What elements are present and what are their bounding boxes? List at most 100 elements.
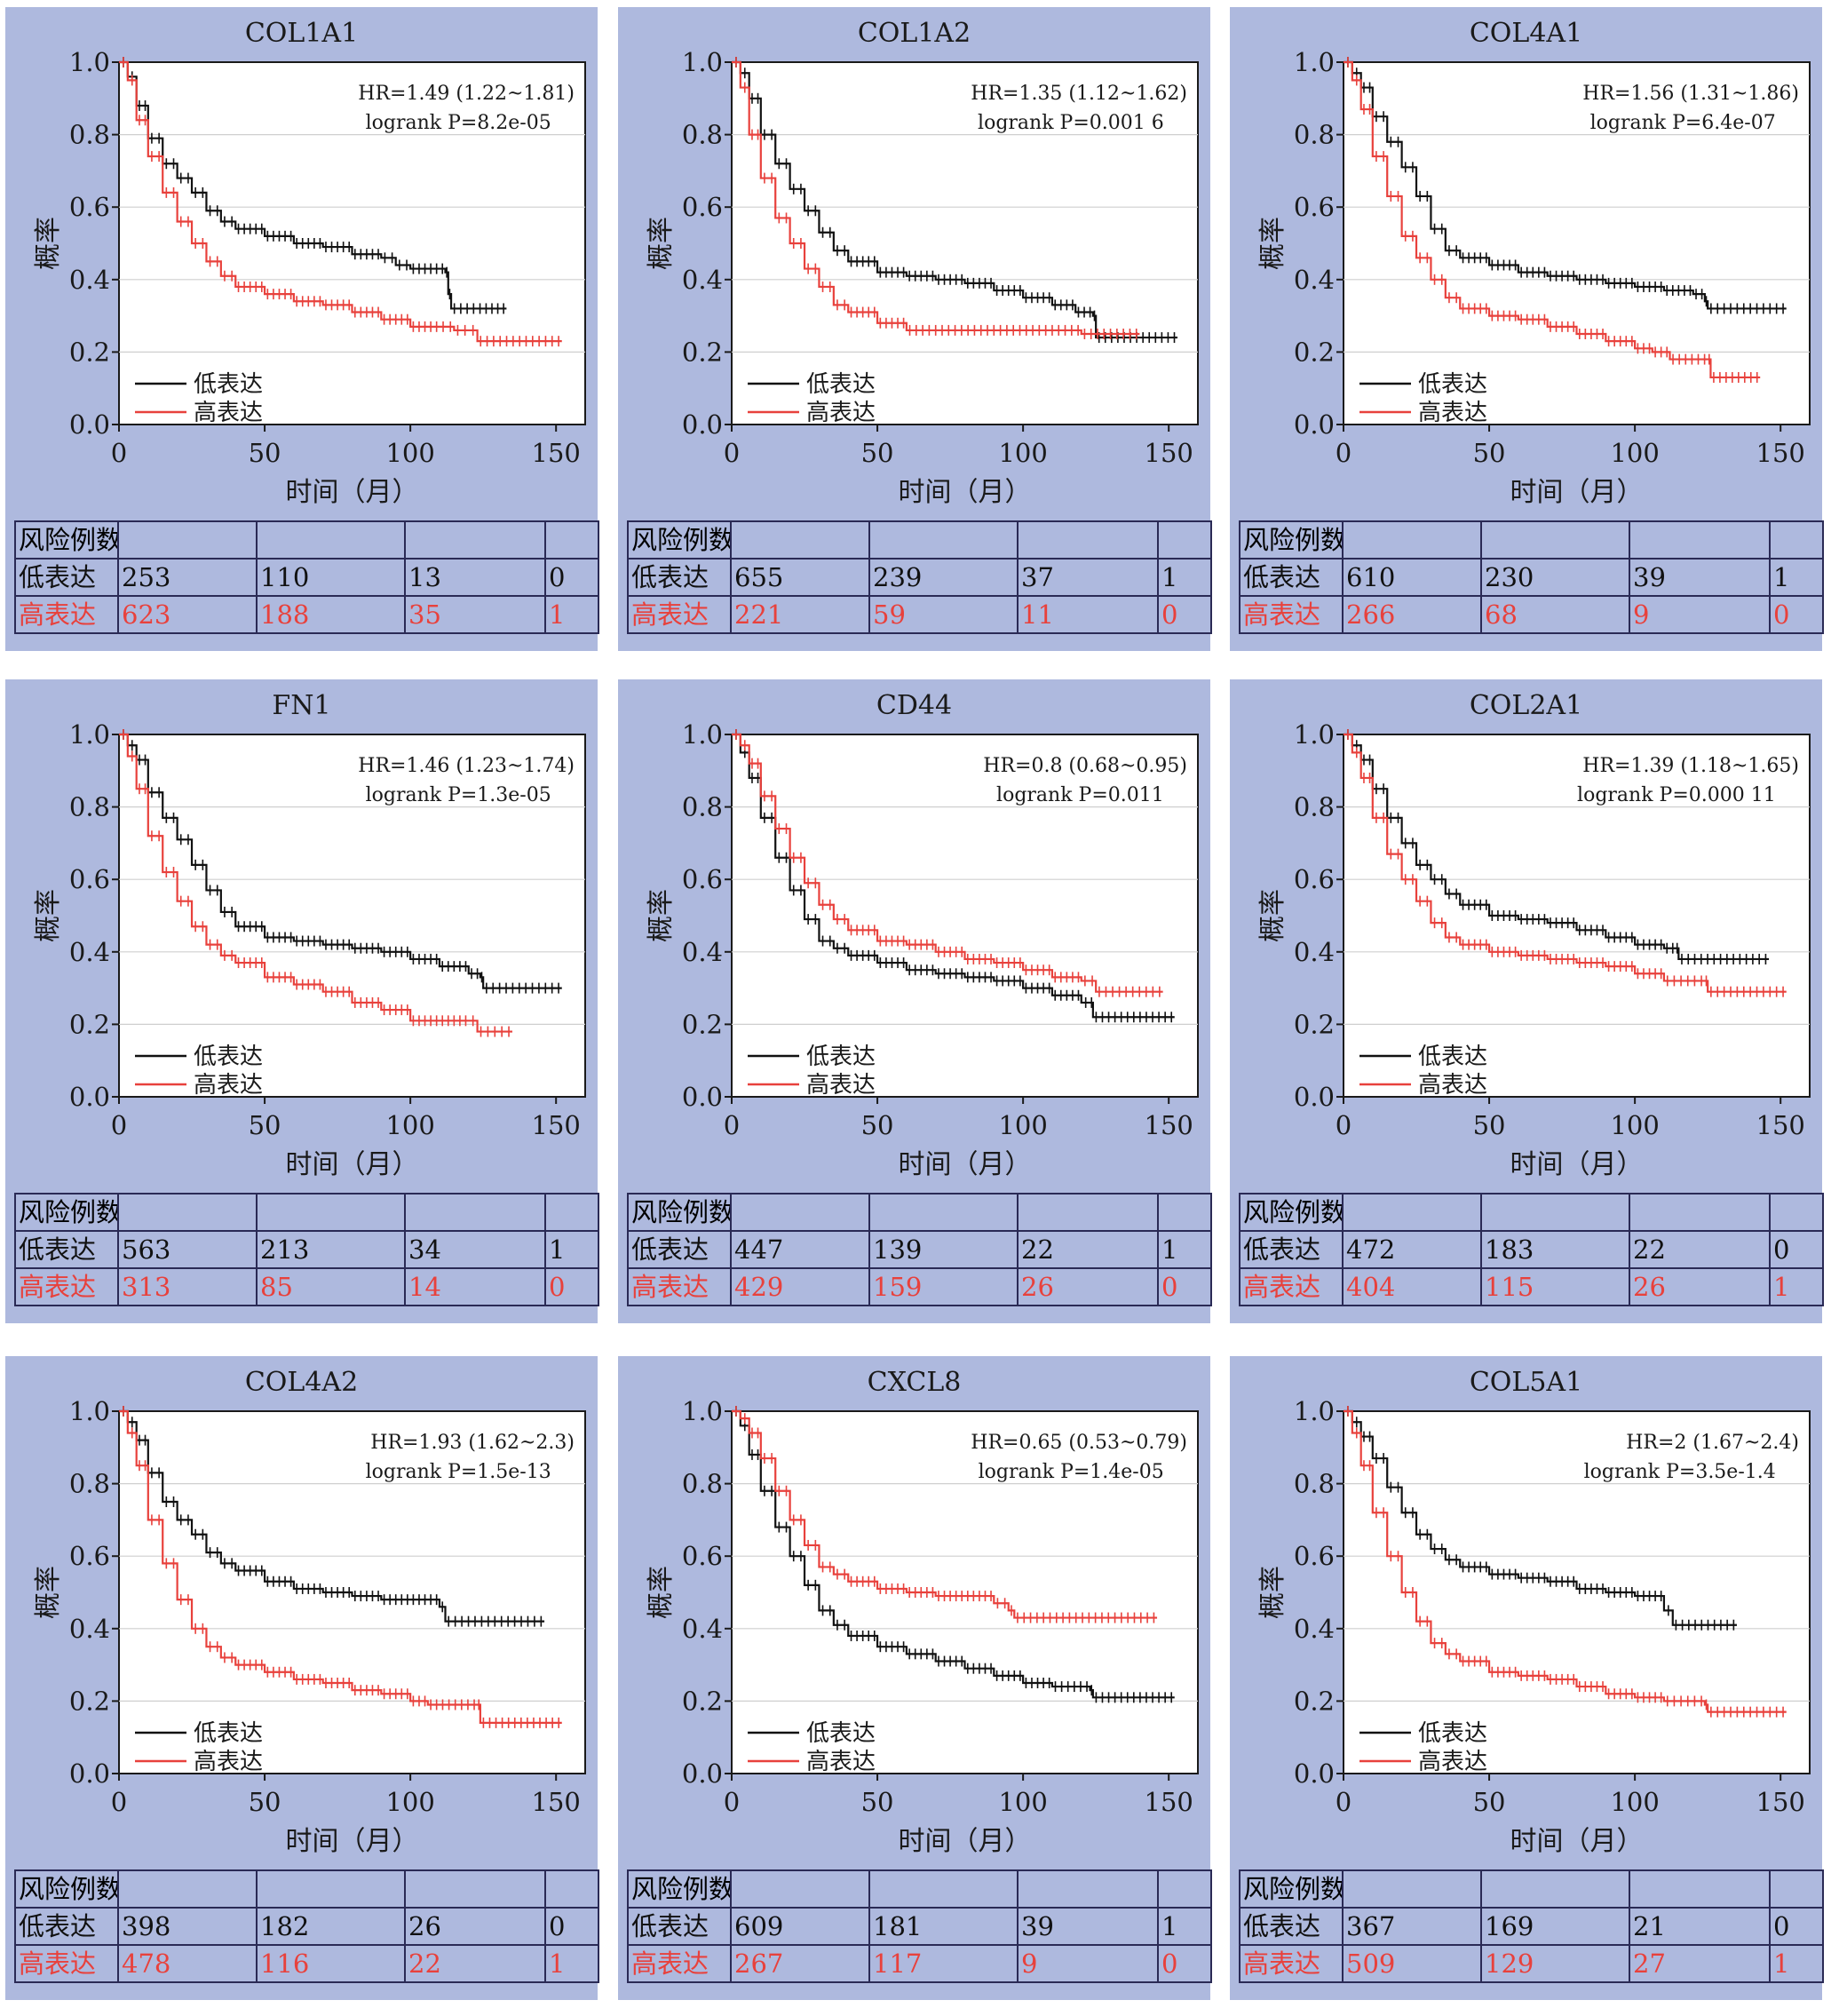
risk-high-row: 高表达 478 116 22 1: [14, 1944, 599, 1983]
plot-area: [731, 734, 1199, 1098]
risk-cell: 低表达: [627, 558, 732, 597]
y-tick-label: 0.2: [682, 1009, 723, 1039]
risk-cell: 1: [1769, 558, 1824, 597]
risk-cell: 风险例数: [627, 520, 732, 560]
km-plot: 0.0 0.2 0.4 0.6 0.8 1.0 0 50 100 150 时间（月） 概率 HR=0.6…: [646, 1396, 1199, 1857]
logrank-annotation: logrank P=1.5e-13: [366, 1461, 551, 1483]
y-tick-label: 0.8: [682, 1469, 723, 1499]
risk-cell: [1017, 1869, 1159, 1909]
legend-low-label: 低表达: [806, 1044, 876, 1070]
risk-header-row: 风险例数: [1239, 1193, 1824, 1232]
risk-cell: 35: [404, 595, 546, 634]
y-tick-label: 1.0: [1294, 719, 1335, 750]
legend-low-label: 低表达: [1418, 1720, 1487, 1747]
risk-cell: [256, 1869, 406, 1909]
risk-low-row: 低表达 610 230 39 1: [1239, 558, 1824, 597]
x-tick-label: 0: [1336, 1110, 1352, 1140]
km-plot: 0.0 0.2 0.4 0.6 0.8 1.0 0 50 100 150 时间（月） 概率 HR=2 (…: [1257, 1396, 1811, 1857]
km-panel-fn1: FN1 0.0 0.2 0.4 0.6 0.8 1.0 0 50 100 150 时间（月） 概率 HR=…: [5, 679, 599, 1323]
y-tick-label: 1.0: [69, 719, 110, 750]
legend-high-label: 高表达: [194, 1072, 263, 1099]
risk-table: 风险例数 低表达 609 181 39 1 高表达 267 117 9 0: [627, 1869, 1212, 1983]
risk-cell: [1769, 1869, 1824, 1909]
y-axis-label: 概率: [1257, 217, 1288, 270]
legend-low-label: 低表达: [806, 1720, 876, 1747]
y-axis-label: 概率: [33, 217, 64, 270]
km-panel-col1a1: COL1A1 0.0 0.2 0.4 0.6 0.8 1.0 0 50 100 150 时间（月） 概率…: [5, 7, 599, 651]
y-tick-label: 0.6: [69, 192, 110, 222]
y-tick-label: 0.8: [1294, 792, 1335, 822]
x-tick-label: 150: [1756, 438, 1805, 468]
y-tick-label: 0.8: [69, 1469, 110, 1499]
risk-table: 风险例数 低表达 253 110 13 0 高表达 623 188 35 1: [14, 520, 599, 634]
risk-cell: 1: [1157, 1230, 1212, 1269]
y-axis-label: 概率: [646, 217, 677, 270]
km-panel-col2a1: COL2A1 0.0 0.2 0.4 0.6 0.8 1.0 0 50 100 150 时间（月） 概率…: [1230, 679, 1824, 1323]
risk-cell: 低表达: [14, 1907, 119, 1946]
y-tick-label: 0.0: [1294, 1082, 1335, 1112]
risk-cell: 0: [1157, 1267, 1212, 1306]
x-tick-label: 150: [532, 438, 581, 468]
km-panel-col4a2: COL4A2 0.0 0.2 0.4 0.6 0.8 1.0 0 50 100 150 时间（月） 概率…: [5, 1356, 599, 2000]
x-tick-label: 0: [724, 1787, 740, 1817]
risk-cell: 610: [1342, 558, 1482, 597]
y-tick-label: 0.4: [682, 1614, 723, 1644]
risk-cell: 85: [256, 1267, 406, 1306]
y-axis-label: 概率: [1257, 889, 1288, 942]
hr-annotation: HR=1.39 (1.18~1.65): [1582, 755, 1799, 777]
risk-cell: 429: [730, 1267, 870, 1306]
km-plot: 0.0 0.2 0.4 0.6 0.8 1.0 0 50 100 150 时间（月） 概率 HR=1.4…: [33, 47, 586, 508]
risk-cell: 22: [1629, 1230, 1771, 1269]
risk-cell: 0: [544, 1907, 599, 1946]
risk-cell: 39: [1629, 558, 1771, 597]
risk-cell: [730, 1869, 870, 1909]
risk-high-row: 高表达 404 115 26 1: [1239, 1267, 1824, 1306]
risk-cell: [1480, 520, 1630, 560]
x-tick-label: 50: [861, 438, 894, 468]
risk-high-row: 高表达 313 85 14 0: [14, 1267, 599, 1306]
y-tick-label: 0.2: [1294, 1009, 1335, 1039]
risk-cell: 风险例数: [14, 1869, 119, 1909]
y-tick-label: 1.0: [69, 47, 110, 77]
y-tick-label: 0.4: [682, 265, 723, 295]
y-tick-label: 0.0: [682, 1758, 723, 1789]
y-tick-label: 0.8: [69, 120, 110, 150]
plot-area: [731, 61, 1199, 425]
risk-cell: 高表达: [1239, 1267, 1344, 1306]
x-tick-label: 100: [998, 1787, 1047, 1817]
risk-cell: 213: [256, 1230, 406, 1269]
y-tick-label: 1.0: [682, 1396, 723, 1426]
y-tick-label: 0.6: [1294, 864, 1335, 894]
y-axis-label: 概率: [646, 889, 677, 942]
y-tick-label: 0.6: [682, 192, 723, 222]
x-tick-label: 100: [998, 438, 1047, 468]
legend-low-label: 低表达: [1418, 371, 1487, 398]
risk-cell: 609: [730, 1907, 870, 1946]
logrank-annotation: logrank P=1.4e-05: [979, 1461, 1164, 1483]
risk-low-row: 低表达 398 182 26 0: [14, 1907, 599, 1946]
y-tick-label: 0.8: [682, 120, 723, 150]
chart-title: COL4A1: [1469, 18, 1583, 49]
risk-cell: [404, 1869, 546, 1909]
risk-cell: 风险例数: [627, 1869, 732, 1909]
y-tick-label: 0.6: [69, 1541, 110, 1571]
risk-cell: 高表达: [1239, 1944, 1344, 1983]
x-tick-label: 150: [1145, 1110, 1193, 1140]
logrank-annotation: logrank P=1.3e-05: [366, 784, 551, 806]
risk-cell: 9: [1017, 1944, 1159, 1983]
legend-low-label: 低表达: [194, 371, 263, 398]
risk-header-row: 风险例数: [627, 1869, 1212, 1909]
risk-cell: 68: [1480, 595, 1630, 634]
risk-low-row: 低表达 563 213 34 1: [14, 1230, 599, 1269]
x-tick-label: 100: [1610, 1787, 1659, 1817]
y-tick-label: 0.2: [69, 337, 110, 367]
risk-cell: 37: [1017, 558, 1159, 597]
y-tick-label: 0.4: [682, 937, 723, 967]
risk-cell: [868, 1869, 1019, 1909]
risk-cell: [256, 1193, 406, 1232]
chart-title: COL4A2: [244, 1367, 359, 1398]
y-tick-label: 0.2: [69, 1009, 110, 1039]
legend-high-label: 高表达: [1418, 1749, 1487, 1775]
risk-high-row: 高表达 509 129 27 1: [1239, 1944, 1824, 1983]
risk-cell: 472: [1342, 1230, 1482, 1269]
